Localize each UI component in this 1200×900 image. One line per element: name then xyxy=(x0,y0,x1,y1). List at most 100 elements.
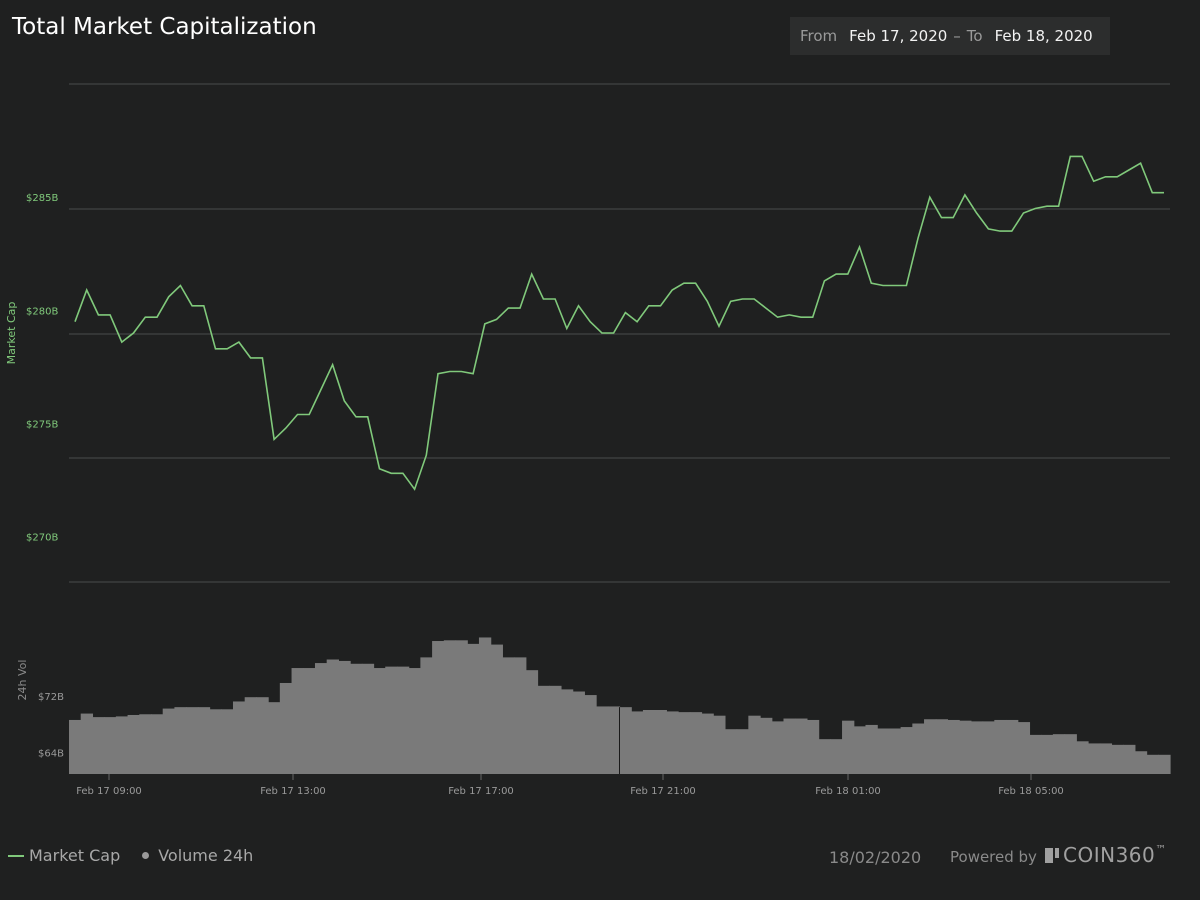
x-tick-label: Feb 17 13:00 xyxy=(260,786,326,797)
volume-bar xyxy=(232,701,246,774)
volume-bar xyxy=(104,717,117,774)
volume-legend-swatch xyxy=(142,852,150,859)
volume-tick-label: $64B xyxy=(38,749,64,760)
volume-bar xyxy=(209,709,222,774)
volume-bar xyxy=(806,719,820,774)
volume-bar xyxy=(338,660,351,774)
volume-bar xyxy=(1088,743,1101,774)
volume-bar xyxy=(924,719,937,774)
from-date[interactable]: Feb 17, 2020 xyxy=(849,27,948,45)
volume-bar xyxy=(900,727,913,774)
volume-bar xyxy=(279,682,293,774)
volume-bar xyxy=(150,714,164,774)
market-cap-tick-label: $270B xyxy=(26,533,58,544)
volume-bar xyxy=(361,663,375,774)
volume-bar xyxy=(396,666,410,774)
volume-bar xyxy=(303,668,316,774)
x-tick-label: Feb 18 05:00 xyxy=(998,786,1064,797)
volume-bar xyxy=(514,657,527,774)
volume-bar xyxy=(771,721,785,774)
volume-bar xyxy=(596,706,609,774)
volume-bar xyxy=(162,708,176,774)
volume-bar xyxy=(537,685,550,774)
volume-bar xyxy=(490,644,503,774)
to-label: To xyxy=(966,27,983,45)
market-cap-axis-title: Market Cap xyxy=(5,302,18,365)
volume-bar xyxy=(127,714,140,774)
range-separator: – xyxy=(953,27,961,45)
volume-bar xyxy=(1134,751,1148,774)
legend-volume[interactable]: Volume 24h xyxy=(158,846,254,865)
volume-bar xyxy=(713,715,726,774)
market-cap-line xyxy=(74,155,1164,491)
volume-bar xyxy=(432,641,445,774)
market-cap-tick-label: $280B xyxy=(26,306,58,317)
volume-bar xyxy=(666,711,679,774)
volume-bar xyxy=(748,715,761,774)
to-date[interactable]: Feb 18, 2020 xyxy=(994,27,1093,45)
volume-bar xyxy=(724,729,738,774)
market-cap-tick-label: $285B xyxy=(26,193,58,204)
volume-bar xyxy=(701,713,714,774)
volume-bar xyxy=(1146,754,1159,774)
volume-bar xyxy=(935,719,949,774)
volume-bar xyxy=(1064,734,1077,774)
volume-bar xyxy=(92,717,105,774)
coin360-logo[interactable]: COIN360 ™ xyxy=(1045,843,1167,867)
volume-bar xyxy=(80,713,94,774)
volume-bar xyxy=(982,721,995,774)
x-tick-label: Feb 17 21:00 xyxy=(630,786,696,797)
volume-tick-label: $72B xyxy=(38,692,64,703)
chart-title: Total Market Capitalization xyxy=(12,14,317,40)
line-legend-swatch xyxy=(8,854,24,857)
volume-bar xyxy=(619,707,632,774)
volume-bar xyxy=(853,726,867,774)
volume-bar xyxy=(830,739,843,774)
volume-bar xyxy=(970,721,984,774)
legend-market-cap[interactable]: Market Cap xyxy=(29,846,121,865)
volume-bar xyxy=(1052,734,1066,774)
volume-bar xyxy=(197,707,211,774)
volume-bar xyxy=(560,689,574,774)
coin360-logo-icon xyxy=(1045,847,1059,863)
volume-axis-title: 24h Vol xyxy=(16,660,29,701)
x-tick-label: Feb 18 01:00 xyxy=(815,786,881,797)
volume-bar xyxy=(865,724,878,774)
volume-bar xyxy=(502,657,515,774)
volume-bar xyxy=(994,719,1007,774)
volume-bar xyxy=(1041,734,1054,774)
volume-bar xyxy=(221,709,234,774)
volume-bar xyxy=(572,691,585,774)
volume-bar xyxy=(783,718,796,774)
volume-bar xyxy=(631,711,644,774)
volume-bar xyxy=(455,640,468,774)
volume-bar xyxy=(888,728,902,774)
volume-bar xyxy=(139,714,152,774)
footer-date: 18/02/2020 xyxy=(829,848,922,867)
volume-bar xyxy=(584,695,597,774)
from-label: From xyxy=(800,27,838,45)
volume-bar xyxy=(642,710,656,774)
volume-bar xyxy=(174,707,187,774)
volume-bar xyxy=(1099,743,1113,774)
volume-bar xyxy=(1158,754,1171,774)
volume-bar xyxy=(736,729,749,774)
volume-bar xyxy=(912,723,925,774)
volume-bar xyxy=(1006,719,1019,774)
x-tick-label: Feb 17 09:00 xyxy=(76,786,142,797)
volume-bar xyxy=(654,710,667,774)
volume-bar xyxy=(689,712,703,774)
trademark: ™ xyxy=(1155,842,1167,856)
volume-bar xyxy=(186,707,199,774)
powered-by-label: Powered by xyxy=(950,848,1037,866)
volume-bar xyxy=(959,720,972,774)
market-cap-tick-label: $275B xyxy=(26,420,58,431)
volume-bar xyxy=(115,716,129,774)
volume-bar xyxy=(268,702,281,774)
date-range-picker[interactable]: From Feb 17, 2020 – To Feb 18, 2020 xyxy=(790,17,1110,55)
volume-bar xyxy=(314,663,328,774)
volume-bar xyxy=(478,637,492,774)
brand-name: COIN360 xyxy=(1063,843,1156,867)
volume-bar xyxy=(69,719,82,774)
